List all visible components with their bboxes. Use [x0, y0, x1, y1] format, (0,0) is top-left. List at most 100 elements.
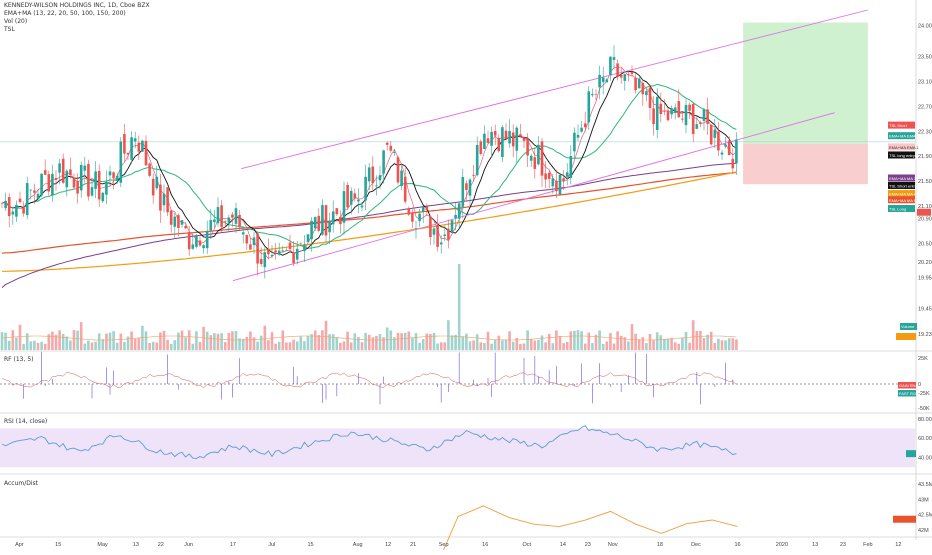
candle-body [4, 200, 7, 209]
ad-y-tick: 43.5M [918, 482, 932, 488]
x-tick-label: 17 [230, 542, 236, 548]
candle-body [472, 174, 475, 176]
ema-indicator-label[interactable]: EMA+MA (13, 22, 20, 50, 100, 150, 200) [4, 10, 126, 17]
volume-bar [15, 337, 18, 350]
volume-bar [475, 334, 479, 350]
candle-body [439, 242, 443, 245]
candle-body [691, 103, 695, 134]
ema22-line [1, 70, 737, 256]
candle-body [663, 110, 666, 112]
candle-body [83, 165, 87, 171]
rsi-y-tick: 60.00 [918, 436, 932, 442]
volume-bar [623, 337, 627, 350]
volume-bar [295, 341, 299, 350]
price-tag-bg [888, 190, 915, 198]
candle-body [357, 199, 360, 202]
x-tick-label: Jun [184, 542, 193, 548]
candle-body [267, 249, 270, 255]
candle-body [605, 79, 609, 83]
volume-bar [645, 343, 648, 350]
rf-signal-line [1, 372, 737, 389]
volume-bar [205, 331, 209, 350]
volume-bar [108, 332, 112, 350]
rf-legend-tag [898, 382, 916, 389]
volume-bar [605, 341, 609, 350]
volume-bar [353, 333, 357, 350]
volume-bar [43, 343, 47, 350]
volume-bar [223, 342, 227, 350]
price-tag-bg [888, 181, 915, 189]
x-tick-label: 18 [657, 542, 663, 548]
candle-body [310, 220, 313, 240]
price-tag-bg [888, 174, 915, 182]
volume-bar [216, 333, 220, 350]
volume-bar [4, 332, 7, 350]
price-tag-label: TSL Short entry [889, 183, 917, 188]
volume-bar [421, 339, 425, 350]
y-tick-label: 23.50 [918, 55, 932, 61]
volume-bar [321, 330, 324, 350]
candle-body [180, 220, 184, 225]
volume-bar [504, 339, 508, 350]
candle-body [177, 215, 180, 228]
volume-bar [699, 330, 702, 350]
candle-body [569, 155, 573, 179]
candle-body [432, 228, 436, 235]
candle-body [87, 163, 90, 197]
candle-body [285, 250, 288, 251]
candle-body [547, 172, 551, 179]
symbol-title[interactable]: KENNEDY-WILSON HOLDINGS INC, 1D, Cboe BZ… [4, 2, 150, 9]
volume-bar [220, 333, 223, 350]
volume-bar [180, 330, 184, 350]
candle-body [551, 178, 555, 187]
candle-body [540, 141, 544, 176]
y-tick-label: 19.45 [918, 307, 932, 313]
candle-body [475, 144, 479, 176]
candle-body [144, 140, 148, 166]
volume-bar [252, 337, 256, 350]
volume-bar [123, 341, 126, 350]
candle-body [720, 152, 724, 155]
candle-body [425, 206, 429, 210]
volume-bar [385, 327, 389, 350]
candle-body [414, 228, 418, 229]
candle-body [371, 166, 375, 184]
candle-body [130, 137, 133, 160]
volume-bar [472, 340, 475, 350]
volume-bar [673, 342, 677, 350]
y-tick-label: 22.30 [918, 129, 932, 135]
candle-body [688, 104, 691, 111]
volume-bar [155, 342, 159, 350]
candle-body [375, 185, 378, 187]
volume-bar [130, 331, 133, 350]
candle-body [15, 204, 18, 217]
rf-pane-label[interactable]: RF (13, 5) [4, 356, 34, 363]
y-tick-label: 21.50 [918, 179, 932, 185]
volume-bar [429, 333, 432, 350]
candle-body [713, 129, 717, 138]
volume-bar [627, 341, 630, 350]
volume-indicator-label[interactable]: Vol (20) [4, 18, 28, 25]
candle-body [241, 232, 245, 235]
tsl-indicator-label[interactable]: TSL [4, 26, 15, 33]
volume-bar [61, 333, 65, 350]
candle-body [274, 250, 277, 253]
volume-bar [702, 338, 706, 350]
rf-y-tick: -25K [918, 391, 930, 397]
volume-bar [94, 341, 97, 350]
volume-bar [465, 333, 468, 350]
volume-bar [400, 333, 403, 350]
volume-bar [241, 338, 245, 350]
rsi-pane-label[interactable]: RSI (14, close) [4, 418, 48, 425]
volume-bar [418, 342, 421, 350]
volume-bar [349, 342, 353, 350]
candle-body [508, 130, 511, 144]
ad-pane-label[interactable]: Accum/Dist [4, 480, 39, 487]
x-tick-label: Sep [439, 542, 449, 548]
candle-body [709, 124, 713, 145]
volume-bar [263, 325, 267, 350]
candle-body [349, 190, 353, 205]
candle-body [681, 118, 684, 120]
